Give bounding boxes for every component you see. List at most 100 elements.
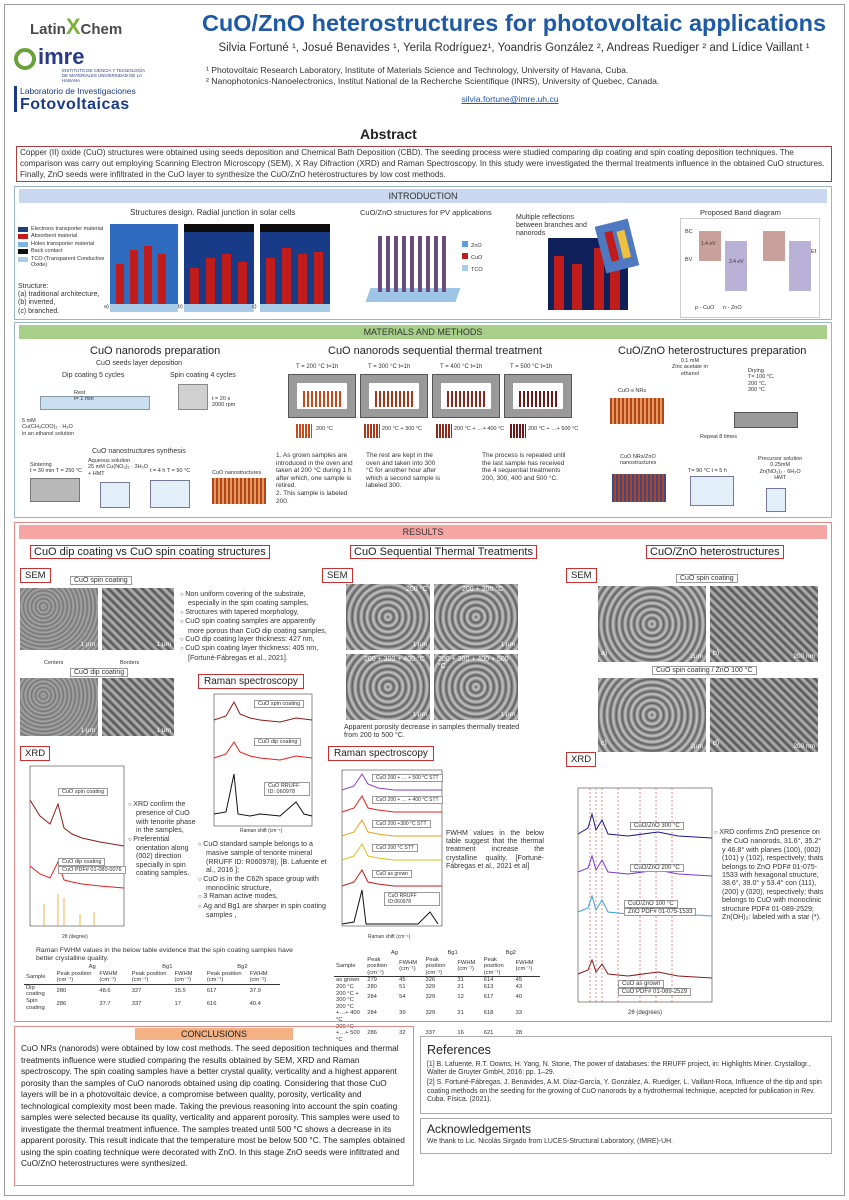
introduction-banner: INTRODUCTION xyxy=(19,189,827,203)
thermal-legend-1: CuO 200 + … + 500 °C STT xyxy=(372,774,443,782)
conclusions-section: CONCLUSIONS CuO NRs (nanorods) were obta… xyxy=(14,1026,414,1186)
sem-spin-border: 1 µm xyxy=(102,588,174,650)
hetero-prep-title: CuO/ZnO heterostructures preparation xyxy=(618,345,807,357)
spin-conditions: t = 20 s 2000 rpm xyxy=(212,396,236,409)
legend-swatch xyxy=(18,256,28,262)
xrd-x-label: 2θ (degree) xyxy=(62,934,88,940)
drying-step: Drying T= 100 °C, 200 °C, 300 °C xyxy=(748,368,775,394)
thermal-step-3: The process is repeated until the last s… xyxy=(482,452,566,482)
bullet: 3 Raman active modes, xyxy=(198,892,328,901)
legend-label: Absorbent material xyxy=(31,233,78,240)
cuo-zno-title: CuO/ZnO structures for PV applications xyxy=(360,208,492,217)
introduction-section: INTRODUCTION xyxy=(14,186,832,320)
oven-3 xyxy=(432,374,500,418)
nanostructures-illustration xyxy=(212,478,266,504)
raman-legend-rruff: CuO RRUFF ID: 060978 xyxy=(264,782,310,796)
raman-x-label: Raman shift (cm⁻¹) xyxy=(240,828,283,834)
conclusions-text: CuO NRs (nanorods) were obtained by low … xyxy=(21,1043,405,1168)
sample-4-icon xyxy=(510,424,526,438)
zinc-acetate: 0.1 mM Zinc acetate in ethanol xyxy=(672,358,708,377)
col1-title: CuO dip coating vs CuO spin coating stru… xyxy=(30,545,270,559)
sem-hetero-d: d) 200 nm xyxy=(710,678,818,752)
raman-col1-svg xyxy=(213,693,313,827)
lab-logo-line1: Laboratorio de Investigaciones xyxy=(20,86,136,96)
raman-legend-spin: CuO spin coating xyxy=(254,700,305,708)
oven-label-4: T = 500 °C t=1h xyxy=(510,364,553,370)
hetero-legend-cuo-pdf: CuO PDF# 01-089-2529 xyxy=(618,988,692,996)
xrd-legend-pdf: CuO PDF# 01-080-0076 xyxy=(58,866,126,874)
sem-thermal-3: 200 + 300 + 400 °C 1 µm xyxy=(346,654,430,720)
oven-1 xyxy=(288,374,356,418)
bath-conditions: t = 4 h T = 90 °C xyxy=(150,468,191,474)
oven-label-1: T = 200 °C t=1h xyxy=(296,364,339,370)
oven-label-2: T = 300 °C t=1h xyxy=(368,364,411,370)
raman-tag-col1: Raman spectroscopy xyxy=(198,674,304,689)
seed-solution: 5 mM Cu(CH₃COO)₂ · H₂O in an ethanol sol… xyxy=(22,418,74,437)
acknowledgements-heading: Acknowledgements xyxy=(427,1122,532,1136)
nanorod-array-illustration xyxy=(365,226,461,306)
thermal-legend-5: CuO as grown xyxy=(372,870,412,878)
reference-2: [2] S. Fortuné-Fábregas, J. Benavides, A… xyxy=(427,1079,822,1103)
sample-label-2: 200 °C + 300 °C xyxy=(382,426,423,432)
methods-banner: MATERIALS AND METHODS xyxy=(19,325,827,339)
xrd-col1-svg xyxy=(29,765,125,927)
hetero-bath-conditions: T= 90 °C t = 5 h xyxy=(688,468,727,474)
aqueous-solution: Aqueous solution 25 mM Cu(NO₃)₂ · 3H₂O +… xyxy=(88,458,148,477)
beaker-illustration xyxy=(100,482,130,508)
hetero-xrd-svg xyxy=(577,787,713,1003)
nanostructures-label: CuO nanostructures xyxy=(212,470,262,476)
sem-thermal-2: 200 + 300 °C 1 µm xyxy=(434,584,518,650)
hetero-nr-label: CuO NRs/ZnO nanostructures xyxy=(620,454,657,467)
legend-label: TCO (Transparent Conductive Oxide) xyxy=(31,255,105,269)
xrd-tag-col1: XRD xyxy=(20,746,51,761)
poster-frame xyxy=(4,4,845,1196)
oven-label-3: T = 400 °C t=1h xyxy=(440,364,483,370)
hetero-zno-label: CuO spin coating / ZnO 100 °C xyxy=(652,666,757,675)
legend-swatch xyxy=(18,234,28,240)
sem-dip-center: 1 µm xyxy=(20,678,98,736)
bullet: CuO is in the C62h space group with mono… xyxy=(198,875,328,893)
spin-coater-illustration xyxy=(178,384,208,410)
sem-tag-col3: SEM xyxy=(566,568,597,583)
hetero-bath-illustration xyxy=(690,476,734,506)
sample-label-4: 200 °C + …+ 500 °C xyxy=(528,426,579,432)
bullet: XRD confirm the presence of CuO with ten… xyxy=(128,800,198,835)
oven-4 xyxy=(504,374,572,418)
cuo-prep-title: CuO nanorods preparation xyxy=(90,345,221,357)
xrd-tag-col3: XRD xyxy=(566,752,597,767)
dip-coating-illustration xyxy=(40,396,150,410)
abstract-text: Copper (II) oxide (CuO) structures were … xyxy=(16,146,832,182)
email-link[interactable]: silvia.fortune@imre.uh.cu xyxy=(461,94,559,104)
structure-note: Structure: (a) traditional architecture,… xyxy=(18,283,100,315)
reflections-note: Multiple reflections between branches an… xyxy=(516,214,587,238)
structures-title: Structures design. Radial junction in so… xyxy=(130,208,296,217)
bullet: XRD confirms ZnO presence on the CuO nan… xyxy=(714,828,826,921)
sem-hetero-c: c) 2µm xyxy=(598,678,706,752)
precursor-beaker xyxy=(766,488,786,512)
sem-thermal-4: 200 + 300 + 400 + 500 °C 1 µm xyxy=(434,654,518,720)
references-heading: References xyxy=(427,1043,491,1057)
bullet: CuO spin coating samples are apparently … xyxy=(180,617,330,635)
dip-coating-label: CuO dip coating xyxy=(70,668,129,677)
sintering-step: Sintering t = 30 min T = 250 °C xyxy=(30,462,83,475)
synthesis-heading: CuO nanostructures synthesis xyxy=(92,448,186,455)
bullet: Ag and Bg1 are sharper in spin coating s… xyxy=(198,902,328,920)
hetero-legend-zno-pdf: ZnO PDF# 01-075-1533 xyxy=(624,908,697,916)
bullet: CuO standard sample belongs to a masive … xyxy=(198,840,328,875)
raman-col1-chart: CuO spin coating CuO dip coating CuO RRU… xyxy=(200,690,314,836)
structure-panel-a xyxy=(110,224,178,312)
precursor-solution: Precursor solution 0.25mM Zn(NO₃)₂ · 6H₂… xyxy=(758,456,803,482)
latinxchem-logo: LatinXChem xyxy=(30,14,123,39)
sem-spin-center: 1 µm xyxy=(20,588,98,650)
xrd-legend-spin: CuO spin coating xyxy=(58,788,109,796)
intro-legend: Electrons transporter material Absorbent… xyxy=(18,226,110,268)
thermal-title: CuO nanorods sequential thermal treatmen… xyxy=(328,345,543,357)
methods-section: MATERIALS AND METHODS xyxy=(14,322,832,518)
cuo-s-label: CuO-s NRs xyxy=(618,388,647,394)
fwhm-note: FWHM values in the below table suggest t… xyxy=(446,830,544,870)
hetero-bullets: XRD confirms ZnO presence on the CuO nan… xyxy=(714,828,826,921)
sem-thermal-1: 200 °C 1 µm xyxy=(346,584,430,650)
lab-logo-line2: Fotovoltaicas xyxy=(20,96,130,113)
xrd-bullets: XRD confirm the presence of CuO with ten… xyxy=(128,800,198,878)
sem-bullets: Non uniform covering of the substrate, e… xyxy=(180,590,330,662)
